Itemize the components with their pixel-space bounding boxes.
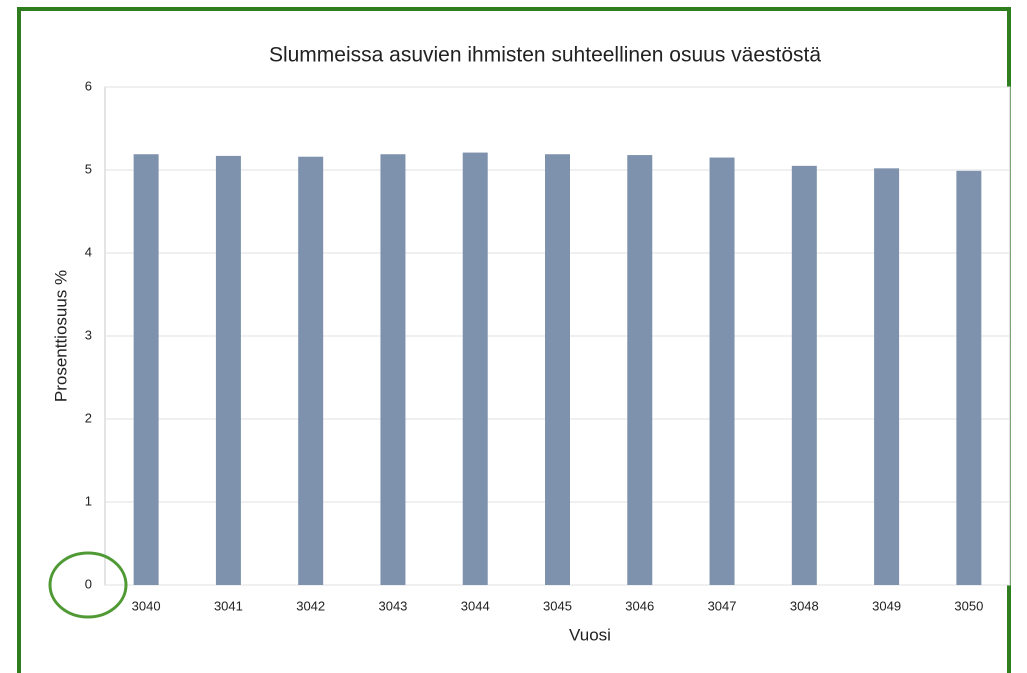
x-tick-label: 3042 [296,598,325,613]
bar [874,168,900,585]
x-axis-label: Vuosi [569,625,611,644]
x-tick-label: 3048 [790,598,819,613]
bar [380,154,406,586]
bar [545,154,570,586]
y-tick-label: 5 [85,161,92,176]
bar [791,165,817,585]
bar [215,155,241,585]
x-tick-label: 3047 [708,598,737,613]
y-tick-label: 3 [85,327,92,342]
y-tick-label: 0 [85,576,92,591]
bar [298,156,324,585]
bar [627,155,653,585]
x-tick-label: 3040 [132,598,161,613]
highlight-circle [48,551,128,619]
y-tick-label: 6 [85,78,92,93]
bar [709,157,735,586]
x-tick-label: 3045 [543,598,572,613]
y-tick-label: 4 [85,244,92,259]
x-tick-label: 3043 [378,598,407,613]
bars [133,152,982,586]
y-axis-label: Prosenttiosuus % [51,270,70,402]
y-tick-label: 1 [85,493,92,508]
bar [133,154,159,586]
y-tick-label: 2 [85,410,92,425]
x-tick-label: 3049 [872,598,901,613]
x-tick-label: 3044 [461,598,490,613]
chart-title: Slummeissa asuvien ihmisten suhteellinen… [269,44,821,67]
x-tick-label: 3046 [625,598,654,613]
x-tick-label: 3041 [214,598,243,613]
bar [956,170,982,585]
x-tick-label: 3050 [954,598,983,613]
bar [462,152,488,585]
